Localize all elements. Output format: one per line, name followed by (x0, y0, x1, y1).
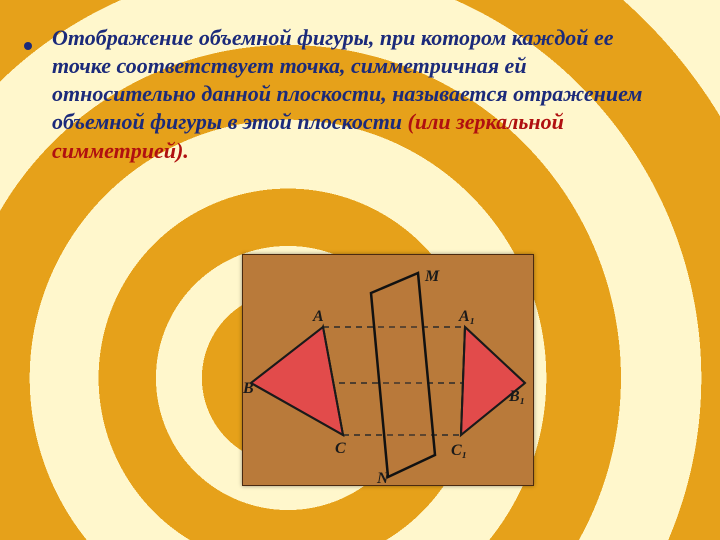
label-B1: B₁ (508, 388, 525, 405)
mirror-symmetry-figure: M N A B C A₁ B₁ C₁ (242, 254, 534, 486)
label-C1: C₁ (451, 442, 467, 459)
label-N: N (376, 470, 390, 485)
label-A1: A₁ (458, 308, 475, 325)
label-C: C (335, 440, 346, 457)
definition-text: Отображение объемной фигуры, при котором… (52, 24, 672, 165)
label-A: A (312, 308, 324, 325)
mirror-symmetry-svg: M N A B C A₁ B₁ C₁ (243, 255, 533, 485)
bullet (24, 30, 38, 50)
bullet-dot (24, 42, 32, 50)
slide: Отображение объемной фигуры, при котором… (0, 0, 720, 540)
label-M: M (424, 268, 440, 285)
label-B: B (243, 380, 254, 397)
